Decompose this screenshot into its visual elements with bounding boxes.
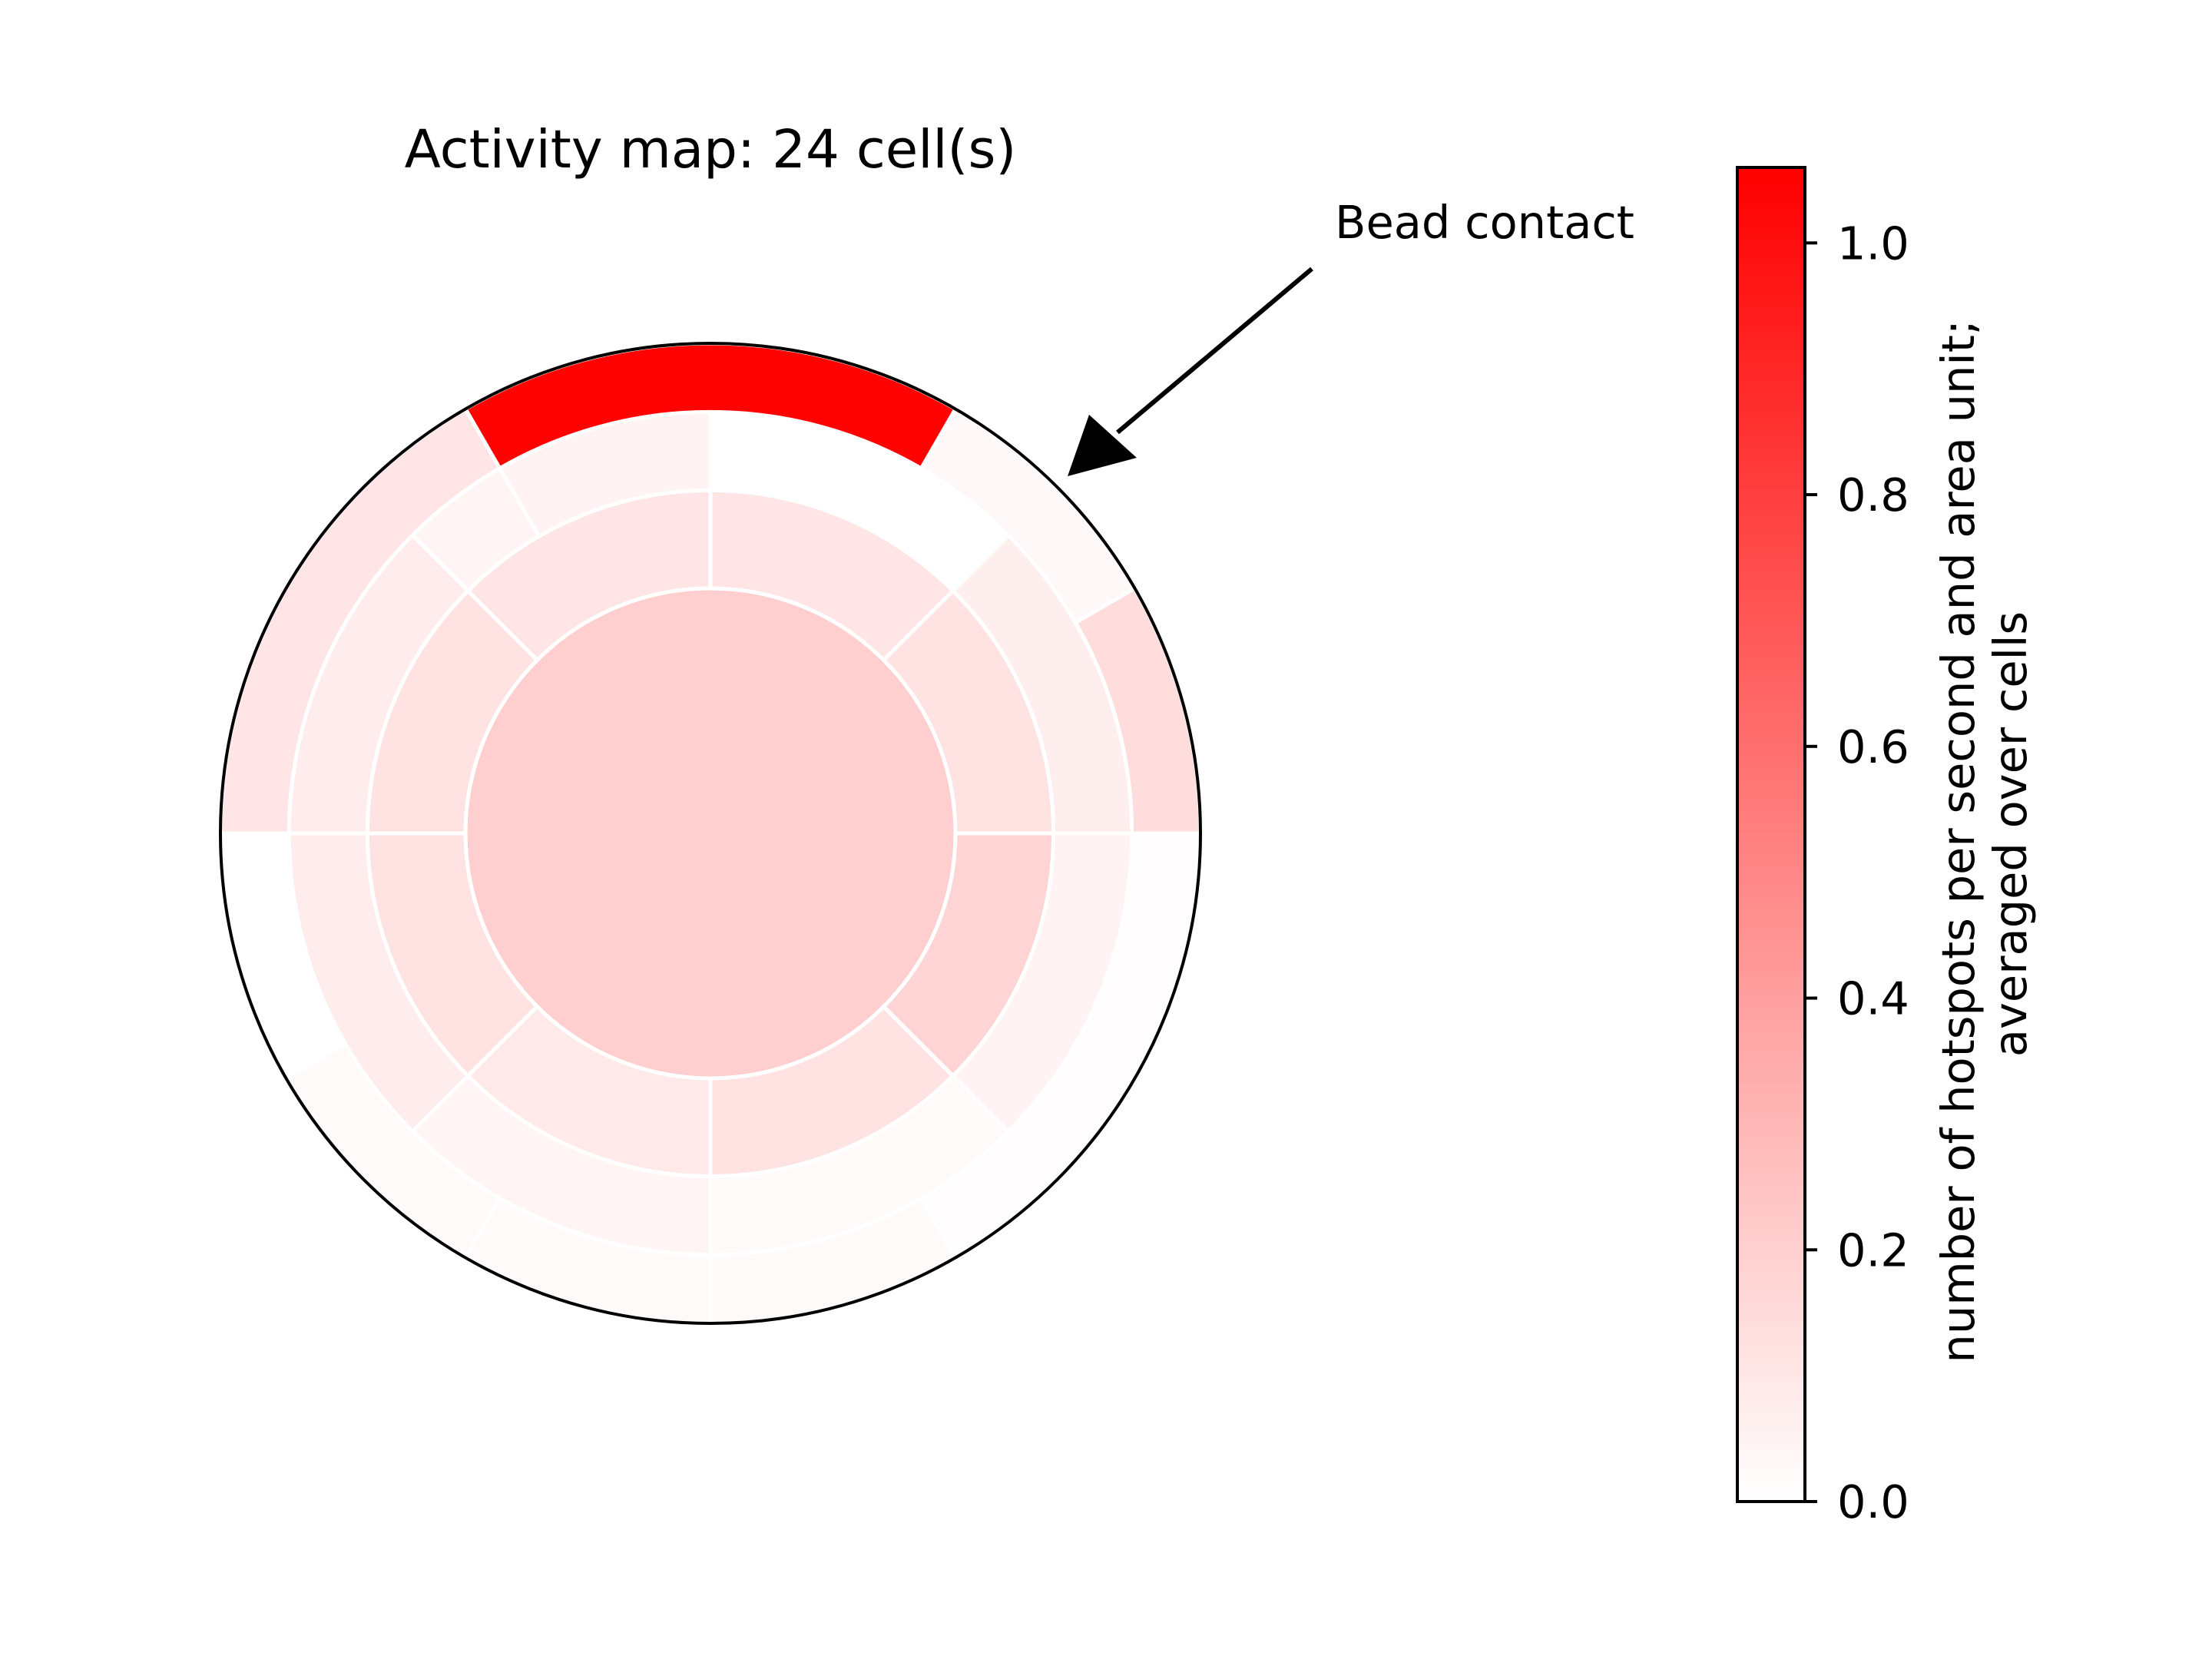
colorbar-label-line-2: averaged over cells — [1984, 611, 2037, 1057]
chart-title: Activity map: 24 cell(s) — [405, 119, 1017, 180]
colorbar-label: number of hotspots per second and area u… — [1932, 305, 2037, 1363]
annotation-arrow-head — [1068, 415, 1137, 476]
colorbar — [1736, 166, 1806, 1503]
colorbar-tick-label-5: 1.0 — [1837, 217, 1909, 270]
colorbar-tick-label-3: 0.6 — [1837, 720, 1909, 773]
colorbar-tick-label-1: 0.2 — [1837, 1224, 1909, 1277]
colorbar-label-line-1: number of hotspots per second and area u… — [1932, 320, 1985, 1363]
polar-cell-center — [463, 586, 958, 1081]
colorbar-ticks: 0.0 0.2 0.4 0.6 0.8 1.0 — [1805, 217, 1909, 1528]
bead-contact-annotation: Bead contact — [1068, 196, 1634, 476]
polar-heatmap — [218, 341, 1203, 1326]
colorbar-tick-label-4: 0.8 — [1837, 469, 1909, 522]
colorbar-tick-label-0: 0.0 — [1837, 1475, 1909, 1528]
polar-cell-extra-2 — [409, 465, 542, 594]
polar-axis-frame — [219, 342, 1202, 1325]
annotation-label: Bead contact — [1335, 196, 1634, 249]
colorbar-tick-label-2: 0.4 — [1837, 972, 1909, 1025]
annotation-arrow-shaft — [1116, 267, 1313, 435]
